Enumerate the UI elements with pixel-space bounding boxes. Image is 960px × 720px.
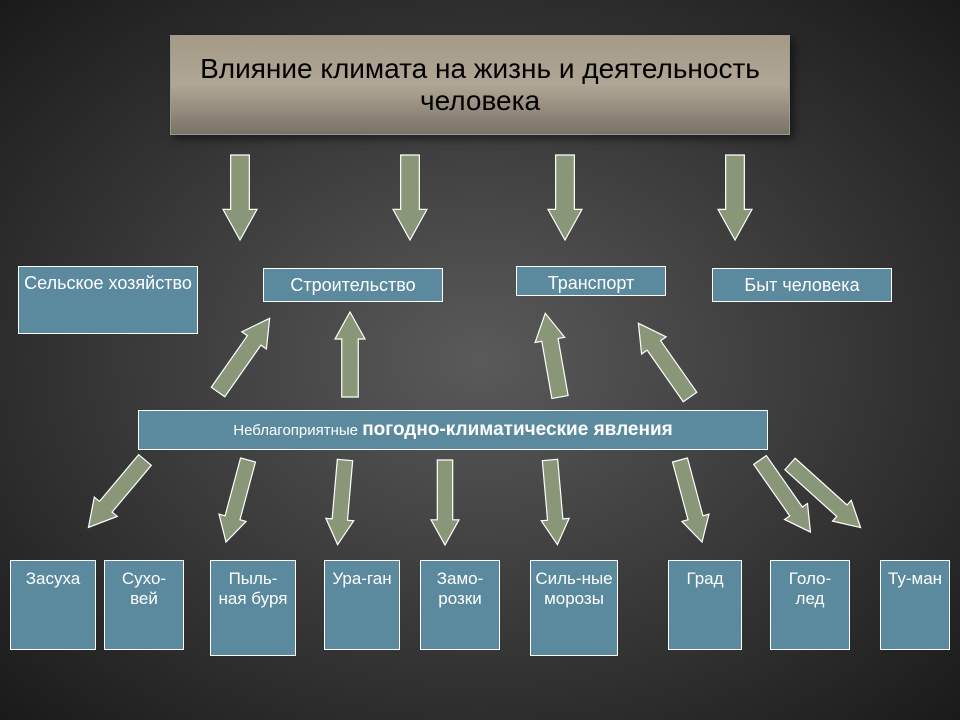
bottom-box: Голо-лед	[770, 560, 850, 650]
bottom-label: Сухо-вей	[109, 569, 179, 609]
bottom-label: Засуха	[26, 569, 81, 589]
bottom-label: Пыль-ная буря	[215, 569, 291, 609]
arrow-icon	[749, 452, 822, 540]
middle-bold: погодно-климатические явления	[362, 419, 673, 440]
arrow-icon	[718, 155, 752, 240]
bottom-box: Силь-ные морозы	[530, 560, 618, 656]
arrow-icon	[548, 155, 582, 240]
title-text: Влияние климата на жизнь и деятельность …	[191, 53, 769, 117]
bottom-label: Замо-розки	[425, 569, 495, 609]
arrow-icon	[781, 454, 870, 538]
middle-prefix: Неблагоприятные	[233, 422, 362, 439]
arrow-icon	[530, 311, 574, 400]
bottom-box: Ура-ган	[324, 560, 400, 650]
bottom-box: Засуха	[10, 560, 96, 650]
arrow-icon	[431, 460, 459, 545]
arrow-icon	[324, 459, 359, 546]
bottom-label: Ура-ган	[332, 569, 391, 589]
category-box: Быт человека	[712, 268, 892, 302]
arrow-icon	[335, 312, 365, 397]
bottom-box: Замо-розки	[420, 560, 500, 650]
category-box: Строительство	[263, 268, 443, 302]
title-box: Влияние климата на жизнь и деятельность …	[170, 35, 790, 135]
category-label: Сельское хозяйство	[24, 273, 192, 294]
bottom-label: Ту-ман	[888, 569, 942, 589]
category-label: Быт человека	[744, 275, 859, 296]
bottom-box: Ту-ман	[880, 560, 950, 650]
arrow-icon	[536, 459, 571, 546]
middle-box: Неблагоприятные погодно-климатические яв…	[138, 410, 768, 450]
arrow-icon	[666, 456, 715, 545]
arrow-icon	[393, 155, 427, 240]
category-label: Транспорт	[548, 273, 635, 294]
bottom-box: Пыль-ная буря	[210, 560, 296, 656]
bottom-label: Голо-лед	[775, 569, 845, 609]
category-label: Строительство	[290, 275, 415, 296]
arrow-icon	[206, 310, 282, 401]
arrow-icon	[223, 155, 257, 240]
arrow-icon	[626, 315, 702, 406]
bottom-label: Град	[686, 569, 723, 589]
bottom-box: Сухо-вей	[104, 560, 184, 650]
category-box: Транспорт	[516, 266, 666, 296]
arrow-icon	[77, 450, 157, 537]
category-box: Сельское хозяйство	[18, 266, 198, 334]
arrow-icon	[212, 456, 261, 545]
bottom-label: Силь-ные морозы	[535, 569, 613, 609]
bottom-box: Град	[668, 560, 742, 650]
